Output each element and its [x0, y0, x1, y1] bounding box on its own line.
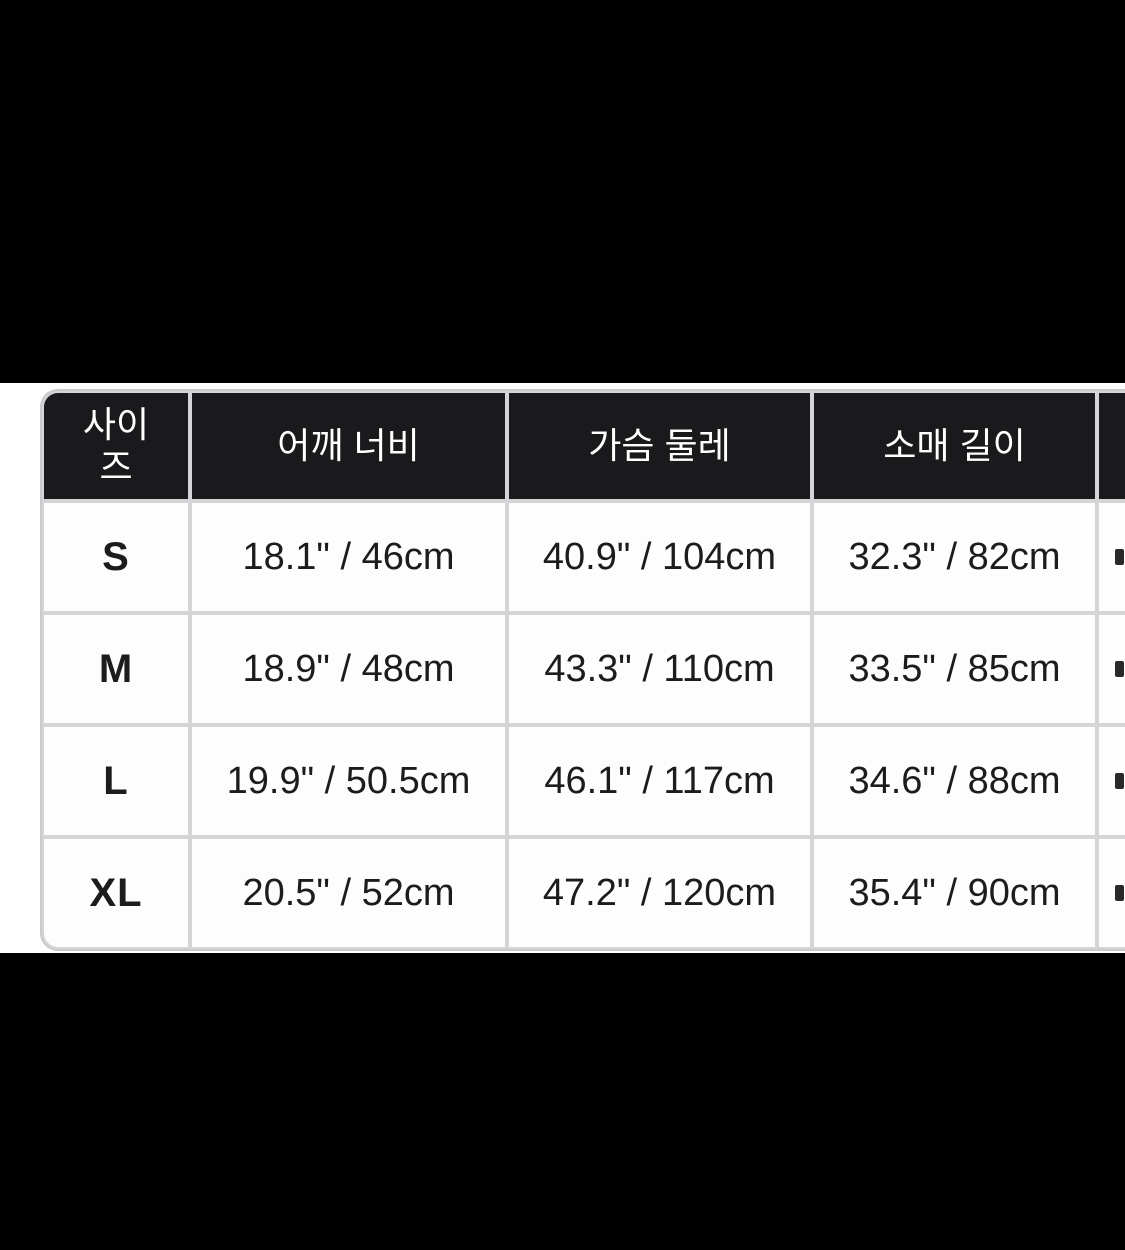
row-s-sleeve-length-cell: 32.3" / 82cm: [814, 503, 1095, 611]
row-s-size-cell: S: [44, 503, 188, 611]
header-label-chest: 가슴 둘레: [588, 425, 731, 467]
clipped-text-fragment: [1115, 661, 1124, 677]
clipped-text-fragment: [1115, 885, 1124, 901]
row-l-shoulder-width-cell: 19.9" / 50.5cm: [192, 727, 505, 835]
header-cell-size: 사이즈: [44, 393, 188, 499]
clipped-text-fragment: [1115, 549, 1124, 565]
row-xl-sleeve-length-value: 35.4" / 90cm: [848, 871, 1061, 914]
row-m-clipped-cell: [1099, 615, 1125, 723]
clipped-text-fragment: [1115, 773, 1124, 789]
header-cell-sleeve-length: 소매 길이: [814, 393, 1095, 499]
row-l-size-label: L: [103, 758, 129, 803]
row-s-sleeve-length-value: 32.3" / 82cm: [848, 535, 1061, 578]
row-m-size-cell: M: [44, 615, 188, 723]
row-xl-shoulder-width-value: 20.5" / 52cm: [242, 871, 455, 914]
row-l-size-cell: L: [44, 727, 188, 835]
header-cell-chest: 가슴 둘레: [509, 393, 810, 499]
row-l-clipped-cell: [1099, 727, 1125, 835]
row-s-shoulder-width-value: 18.1" / 46cm: [242, 535, 455, 578]
size-chart-section: 사이즈 어깨 너비 가슴 둘레 소매 길이 S 18.1" / 46cm 40.…: [0, 383, 1125, 953]
row-s-clipped-cell: [1099, 503, 1125, 611]
row-xl-shoulder-width-cell: 20.5" / 52cm: [192, 839, 505, 947]
row-l-shoulder-width-value: 19.9" / 50.5cm: [226, 759, 471, 802]
row-xl-chest-value: 47.2" / 120cm: [542, 871, 777, 914]
row-l-sleeve-length-value: 34.6" / 88cm: [848, 759, 1061, 802]
row-m-size-label: M: [98, 646, 134, 691]
row-xl-clipped-cell: [1099, 839, 1125, 947]
row-s-shoulder-width-cell: 18.1" / 46cm: [192, 503, 505, 611]
row-s-chest-cell: 40.9" / 104cm: [509, 503, 810, 611]
row-l-chest-cell: 46.1" / 117cm: [509, 727, 810, 835]
row-xl-sleeve-length-cell: 35.4" / 90cm: [814, 839, 1095, 947]
header-label-size: 사이즈: [82, 404, 150, 487]
row-s-chest-value: 40.9" / 104cm: [542, 535, 777, 578]
header-label-shoulder-width: 어깨 너비: [277, 425, 420, 467]
row-m-shoulder-width-value: 18.9" / 48cm: [242, 647, 455, 690]
row-m-shoulder-width-cell: 18.9" / 48cm: [192, 615, 505, 723]
row-l-sleeve-length-cell: 34.6" / 88cm: [814, 727, 1095, 835]
letterbox-top: [0, 0, 1125, 383]
row-m-chest-value: 43.3" / 110cm: [544, 647, 775, 690]
row-m-chest-cell: 43.3" / 110cm: [509, 615, 810, 723]
row-m-sleeve-length-cell: 33.5" / 85cm: [814, 615, 1095, 723]
row-xl-size-label: XL: [89, 870, 143, 915]
row-xl-chest-cell: 47.2" / 120cm: [509, 839, 810, 947]
row-xl-size-cell: XL: [44, 839, 188, 947]
header-cell-shoulder-width: 어깨 너비: [192, 393, 505, 499]
size-chart-table: 사이즈 어깨 너비 가슴 둘레 소매 길이 S 18.1" / 46cm 40.…: [40, 389, 1125, 951]
header-cell-clipped: [1099, 393, 1125, 499]
row-s-size-label: S: [102, 534, 130, 579]
row-l-chest-value: 46.1" / 117cm: [544, 759, 775, 802]
header-label-sleeve-length: 소매 길이: [883, 425, 1026, 467]
letterbox-bottom: [0, 953, 1125, 1250]
row-m-sleeve-length-value: 33.5" / 85cm: [848, 647, 1061, 690]
